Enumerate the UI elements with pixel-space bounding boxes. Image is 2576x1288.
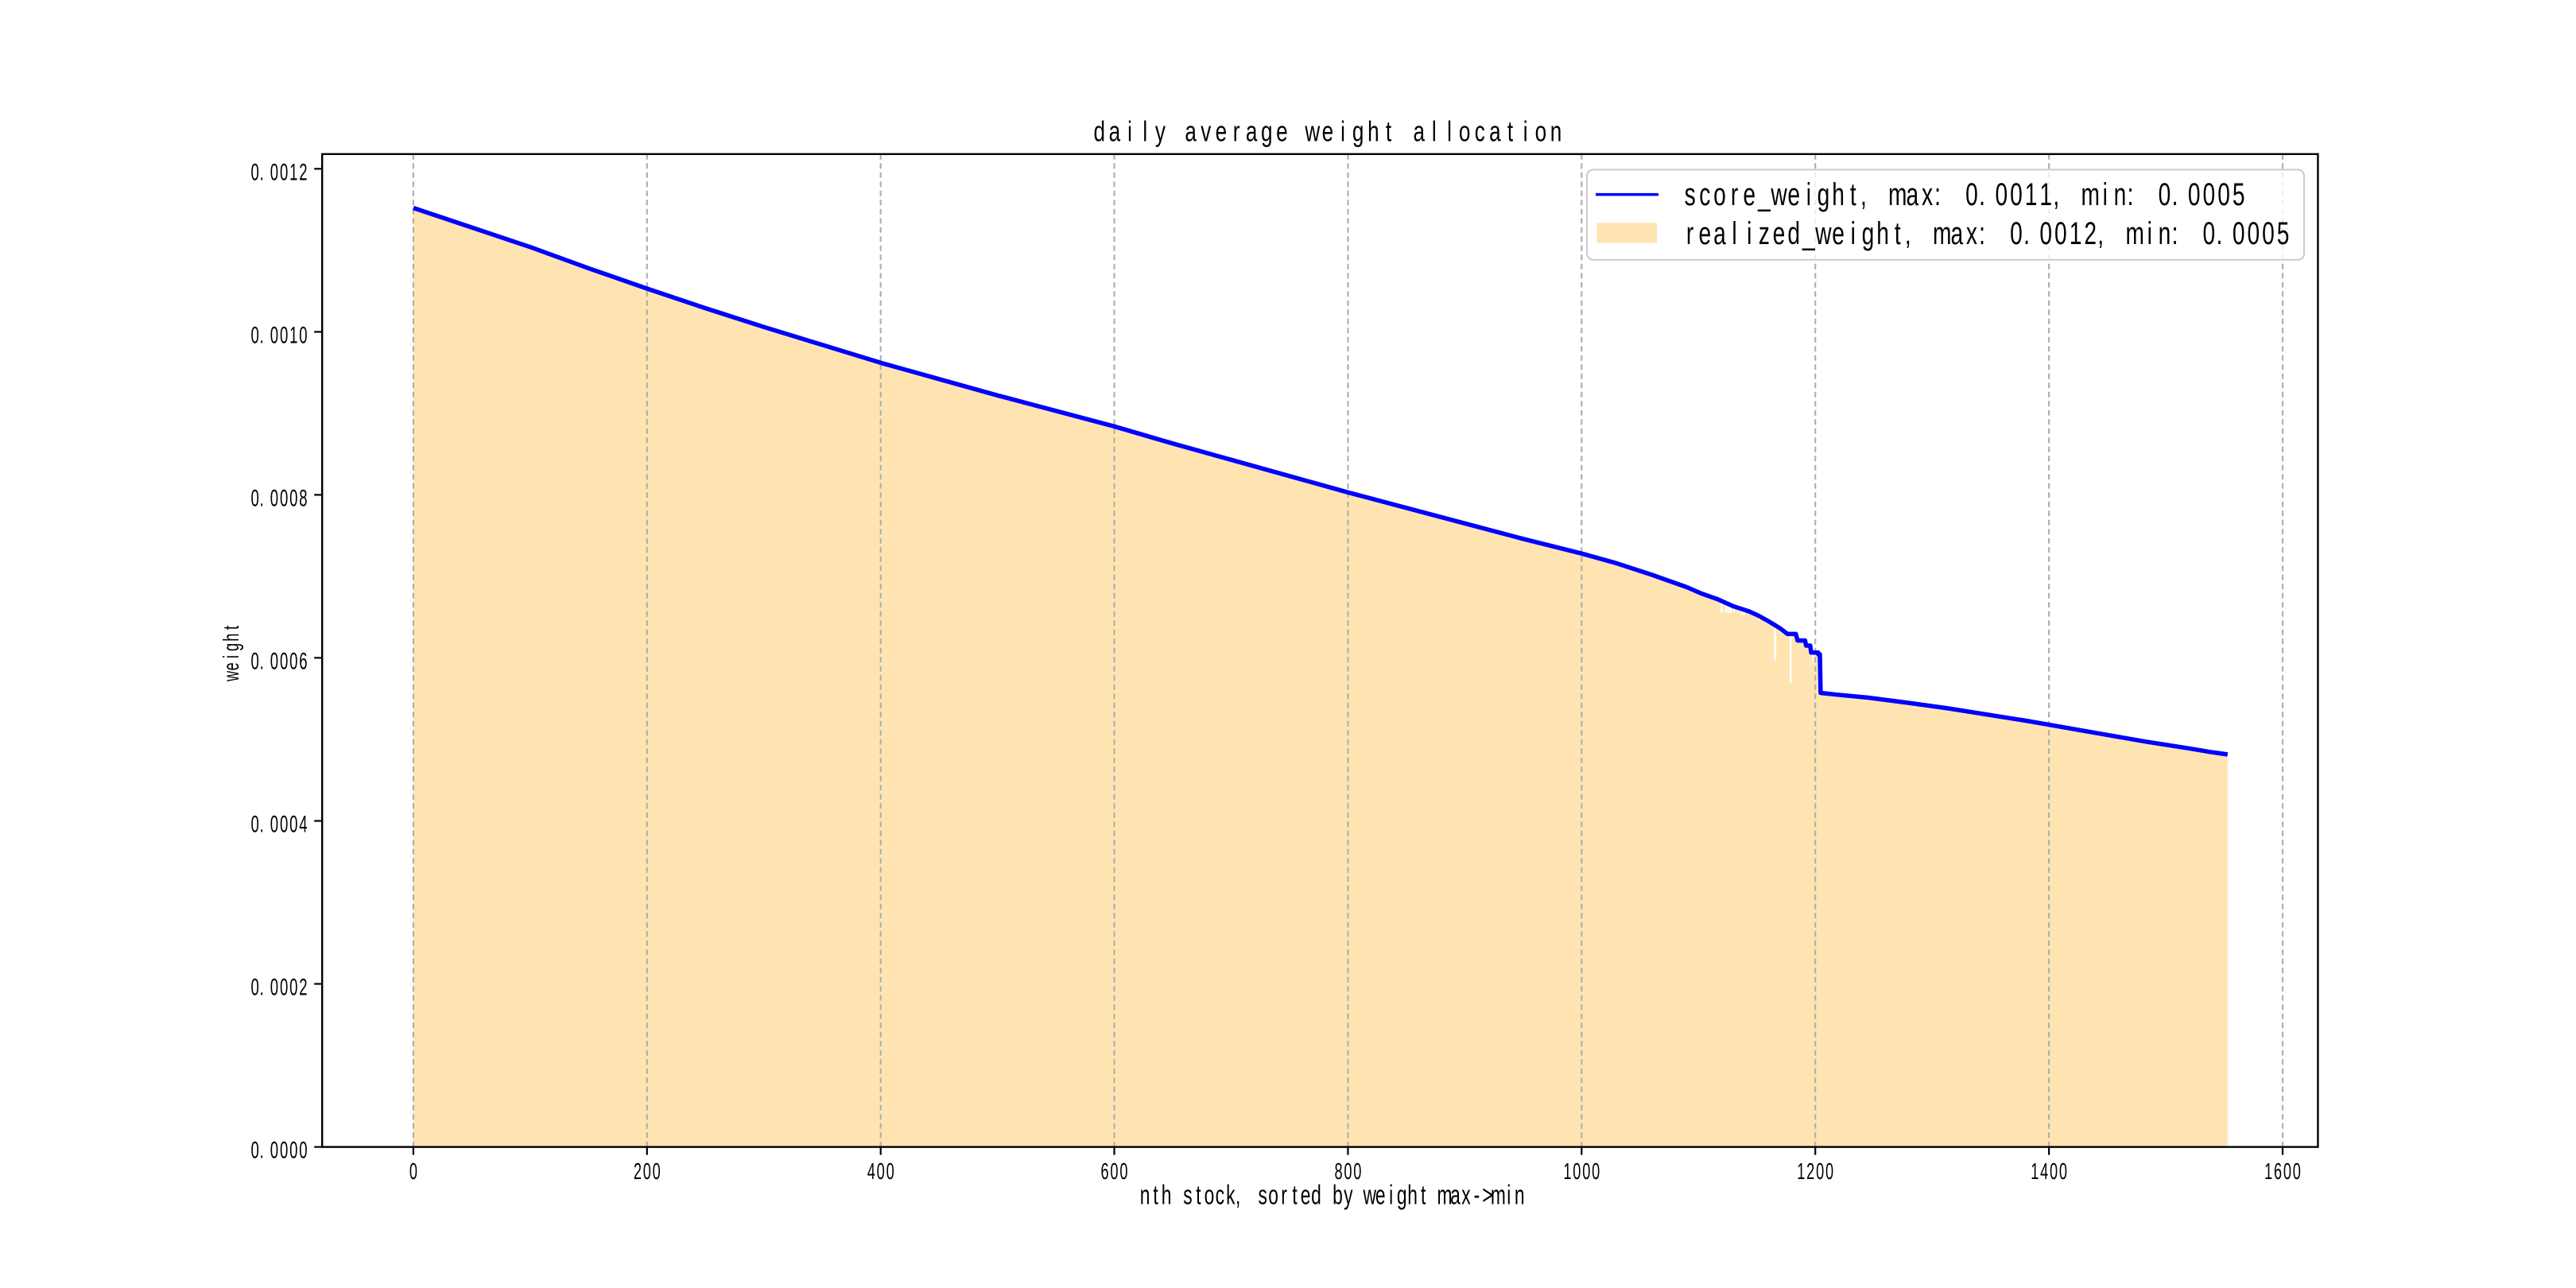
svg-text:0: 0 xyxy=(409,1159,417,1185)
svg-text:800: 800 xyxy=(1334,1159,1361,1185)
svg-text:daily average weight allocatio: daily average weight allocation xyxy=(1094,116,1562,148)
svg-text:nth stock, sorted by weight ma: nth stock, sorted by weight max->min xyxy=(1140,1181,1525,1211)
svg-text:200: 200 xyxy=(634,1159,661,1185)
svg-text:400: 400 xyxy=(867,1159,894,1185)
svg-text:600: 600 xyxy=(1101,1159,1128,1185)
